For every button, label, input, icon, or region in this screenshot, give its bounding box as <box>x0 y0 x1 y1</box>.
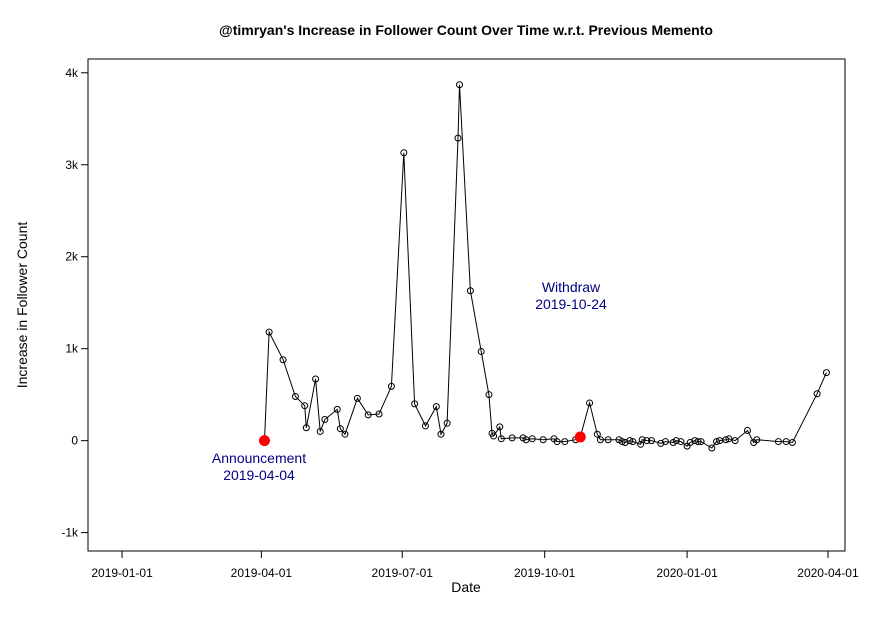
data-point <box>477 347 485 355</box>
data-point <box>279 356 287 364</box>
plot-frame <box>87 58 846 552</box>
data-point <box>822 369 830 377</box>
data-point <box>466 287 474 295</box>
data-point <box>618 438 626 446</box>
data-point <box>637 440 645 448</box>
data-point <box>432 403 440 411</box>
y-axis: -1k 0 1k 2k 3k 4k <box>61 66 89 540</box>
data-point <box>336 425 344 433</box>
data-point <box>497 435 505 443</box>
data-point <box>375 410 383 418</box>
data-point <box>788 438 796 446</box>
x-tick-label: 2020-04-01 <box>797 566 859 580</box>
data-point <box>774 438 782 446</box>
data-point <box>411 400 419 408</box>
data-point <box>496 423 504 431</box>
y-axis-label: Increase in Follower Count <box>14 222 30 389</box>
annotation-text: Announcement <box>212 450 306 466</box>
data-point <box>291 393 299 401</box>
data-point <box>677 438 685 446</box>
data-point <box>672 437 680 445</box>
data-point <box>586 399 594 407</box>
x-tick-label: 2019-10-01 <box>514 566 576 580</box>
chart-title: @timryan's Increase in Follower Count Ov… <box>219 22 713 38</box>
data-point <box>629 438 637 446</box>
data-point <box>301 402 309 410</box>
data-point <box>456 81 464 89</box>
data-point <box>341 430 349 438</box>
data-point <box>686 438 694 446</box>
data-point <box>508 434 516 442</box>
x-tick-label: 2019-07-01 <box>372 566 434 580</box>
data-point <box>312 375 320 383</box>
data-point <box>643 437 651 445</box>
event-marker <box>574 431 586 443</box>
event-marker <box>258 435 270 447</box>
data-point <box>593 430 601 438</box>
data-point <box>604 436 612 444</box>
data-point <box>621 438 629 446</box>
data-point <box>353 394 361 402</box>
x-tick-label: 2019-01-01 <box>91 566 153 580</box>
series-line <box>264 84 827 449</box>
y-tick-label: 2k <box>65 250 79 264</box>
data-point <box>743 427 751 435</box>
x-tick-label: 2019-04-01 <box>231 566 293 580</box>
y-tick-label: -1k <box>61 526 79 540</box>
data-point <box>657 439 665 447</box>
data-point <box>302 424 310 432</box>
data-point <box>265 328 273 336</box>
y-tick-label: 1k <box>65 342 79 356</box>
data-point <box>713 438 721 446</box>
data-point <box>333 405 341 413</box>
data-point <box>364 411 372 419</box>
highlight-layer <box>258 431 586 447</box>
data-point <box>490 432 498 440</box>
data-point <box>421 422 429 430</box>
data-point <box>722 436 730 444</box>
y-tick-label: 3k <box>65 158 79 172</box>
data-point <box>553 438 561 446</box>
annotation-text: Withdraw <box>542 279 601 295</box>
data-point <box>454 134 462 142</box>
x-axis-label: Date <box>451 579 481 595</box>
y-tick-label: 0 <box>71 434 78 448</box>
data-point <box>528 435 536 443</box>
data-point <box>661 438 669 446</box>
annotation-text: 2019-04-04 <box>223 467 295 483</box>
data-point <box>561 438 569 446</box>
data-point <box>437 430 445 438</box>
annotation-text: 2019-10-24 <box>535 296 607 312</box>
data-point <box>485 391 493 399</box>
data-point <box>443 419 451 427</box>
data-point <box>316 427 324 435</box>
data-point <box>813 390 821 398</box>
data-point <box>731 437 739 445</box>
data-point <box>539 436 547 444</box>
data-point <box>697 438 705 446</box>
data-point <box>596 436 604 444</box>
data-point <box>400 149 408 157</box>
data-point <box>626 437 634 445</box>
data-point <box>725 435 733 443</box>
data-point <box>638 436 646 444</box>
x-tick-label: 2020-01-01 <box>656 566 718 580</box>
y-tick-label: 4k <box>65 66 79 80</box>
data-point <box>321 415 329 423</box>
data-point <box>647 437 655 445</box>
data-point <box>753 436 761 444</box>
x-axis: 2019-01-01 2019-04-01 2019-07-01 2019-10-01… <box>91 550 859 580</box>
data-point <box>708 444 716 452</box>
data-point <box>387 382 395 390</box>
data-point <box>694 438 702 446</box>
series-layer <box>260 81 830 452</box>
